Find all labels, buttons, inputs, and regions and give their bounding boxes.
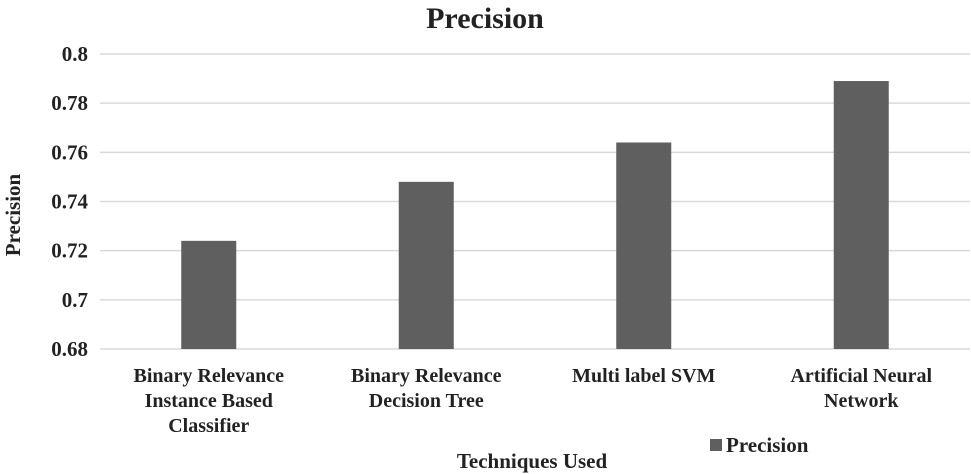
x-category-label: Binary Relevance <box>133 365 284 387</box>
y-tick-label: 0.68 <box>51 337 88 361</box>
x-category-label: Network <box>824 390 899 412</box>
gridlines <box>100 53 970 350</box>
x-category-label: Instance Based <box>145 390 273 412</box>
y-axis-label: Precision <box>1 173 25 256</box>
bars <box>181 81 889 350</box>
x-axis-label: Techniques Used <box>457 449 608 473</box>
bar <box>398 181 454 349</box>
x-category-label: Multi label SVM <box>572 365 715 387</box>
y-axis-ticks: 0.68 0.7 0.72 0.74 0.76 0.78 0.8 <box>51 42 88 361</box>
legend: Precision <box>710 433 809 457</box>
bar <box>181 240 237 349</box>
y-tick-label: 0.7 <box>62 288 88 312</box>
y-tick-label: 0.76 <box>51 140 88 164</box>
x-category-label: Decision Tree <box>369 390 484 412</box>
y-tick-label: 0.72 <box>51 239 88 263</box>
bar <box>833 81 889 350</box>
y-tick-label: 0.8 <box>62 42 88 66</box>
chart-title: Precision <box>426 2 544 35</box>
legend-label: Precision <box>726 433 809 457</box>
y-tick-label: 0.78 <box>51 91 88 115</box>
x-category-label: Classifier <box>168 415 249 437</box>
legend-swatch <box>710 439 722 451</box>
x-category-label: Artificial Neural <box>790 365 932 387</box>
x-axis-categories: Binary Relevance Instance Based Classifier… <box>133 365 932 437</box>
bar <box>616 142 672 349</box>
y-tick-label: 0.74 <box>51 190 88 214</box>
x-category-label: Binary Relevance <box>351 365 502 387</box>
